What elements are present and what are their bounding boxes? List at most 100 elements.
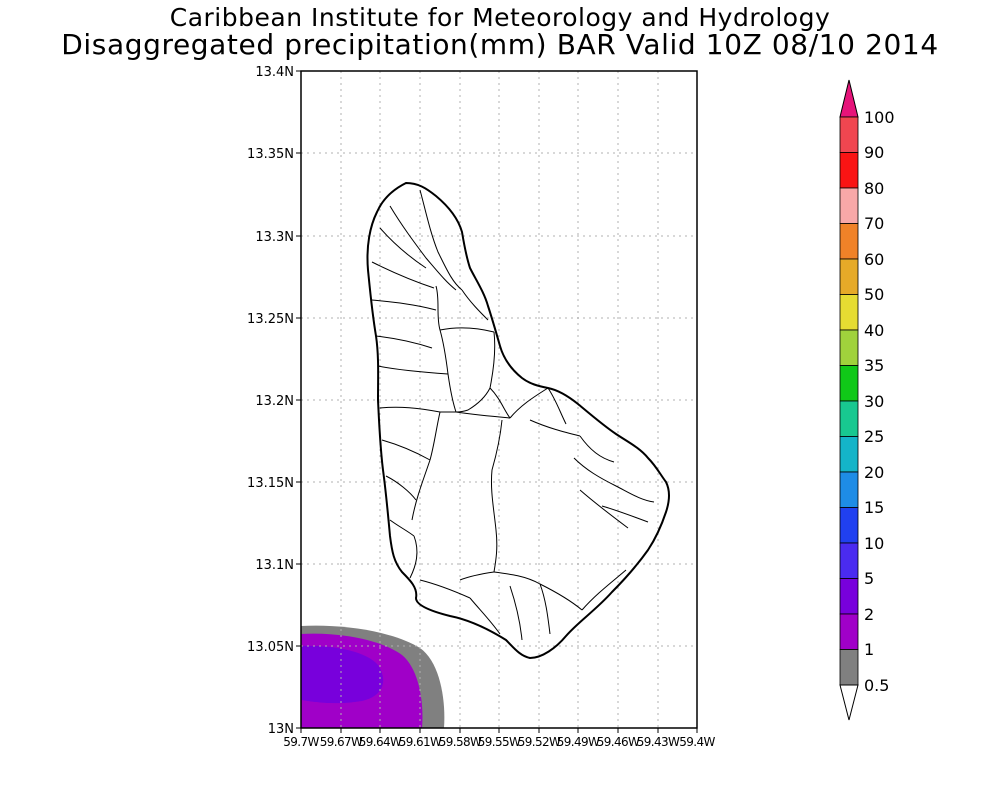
colorbar-segment — [839, 471, 859, 508]
colorbar: 100 90 80 70 60 50 40 35 30 25 20 15 10 … — [839, 79, 895, 721]
lat-label: 13.3N — [255, 230, 294, 245]
watershed-line — [439, 327, 495, 333]
colorbar-segment — [839, 365, 859, 402]
colorbar-segment — [839, 116, 859, 153]
watershed-line — [547, 387, 567, 425]
lon-label: 59.55W — [478, 735, 521, 749]
lon-label: 59.43W — [637, 735, 680, 749]
watershed-line — [419, 189, 463, 291]
colorbar-label: 90 — [864, 143, 884, 162]
watershed-line — [581, 569, 627, 611]
colorbar-segment — [839, 542, 859, 579]
lat-label: 13.1N — [255, 558, 294, 573]
watershed-line — [573, 457, 655, 503]
watershed-line — [375, 335, 433, 349]
colorbar-label: 20 — [864, 463, 884, 482]
colorbar-label: 100 — [864, 108, 895, 127]
watershed-line — [489, 387, 511, 419]
watershed-line — [379, 227, 427, 269]
watershed-line — [601, 505, 649, 523]
island-map — [366, 181, 670, 660]
watershed-line — [455, 331, 496, 413]
colorbar-segment — [839, 187, 859, 224]
watershed-line — [385, 475, 417, 501]
colorbar-segment — [839, 507, 859, 544]
title-line-2: Disaggregated precipitation(mm) BAR Vali… — [61, 28, 939, 61]
colorbar-label: 80 — [864, 179, 884, 198]
lon-labels: 59.7W 59.67W 59.64W 59.61W 59.58W 59.55W… — [283, 735, 716, 749]
colorbar-label: 2 — [864, 605, 874, 624]
lon-label: 59.46W — [597, 735, 640, 749]
watershed-line — [529, 419, 581, 437]
colorbar-segment — [839, 436, 859, 473]
colorbar-top-arrow — [839, 79, 859, 118]
colorbar-label: 1 — [864, 640, 874, 659]
colorbar-label: 10 — [864, 534, 884, 553]
watershed-line — [389, 205, 457, 291]
colorbar-segment — [839, 258, 859, 295]
watershed-line — [509, 387, 549, 419]
title-line-1: Caribbean Institute for Meteorology and … — [169, 3, 831, 32]
watershed-line — [491, 419, 503, 573]
precipitation-field — [301, 625, 445, 728]
lon-label: 59.67W — [320, 735, 363, 749]
watershed-line — [429, 411, 441, 461]
colorbar-segments — [839, 116, 859, 686]
colorbar-label: 0.5 — [864, 676, 889, 695]
watershed-line — [389, 519, 415, 537]
colorbar-segment — [839, 613, 859, 650]
watershed-line — [459, 571, 495, 581]
lon-label: 59.49W — [557, 735, 600, 749]
colorbar-labels: 100 90 80 70 60 50 40 35 30 25 20 15 10 … — [864, 108, 895, 695]
watershed-line — [381, 439, 431, 461]
lat-label: 13.25N — [247, 312, 294, 327]
watershed-line — [371, 299, 437, 311]
lon-label: 59.64W — [359, 735, 402, 749]
precip-contour-2mm — [301, 645, 384, 704]
lat-label: 13N — [268, 722, 294, 737]
watershed-line — [461, 289, 489, 321]
colorbar-bottom-arrow — [839, 684, 859, 721]
colorbar-label: 70 — [864, 214, 884, 233]
watershed-line — [379, 406, 456, 413]
colorbar-segment — [839, 578, 859, 615]
island-coastline — [366, 181, 670, 660]
colorbar-label: 35 — [864, 356, 884, 375]
colorbar-label: 50 — [864, 285, 884, 304]
colorbar-label: 5 — [864, 569, 874, 588]
watershed-line — [469, 597, 501, 635]
watershed-line — [447, 373, 457, 413]
colorbar-segment — [839, 649, 859, 686]
lat-labels: 13.4N 13.35N 13.3N 13.25N 13.2N 13.15N 1… — [247, 65, 294, 737]
watershed-line — [411, 459, 431, 521]
lat-label: 13.05N — [247, 640, 294, 655]
lon-label: 59.52W — [518, 735, 561, 749]
lon-tick-marks — [300, 728, 698, 733]
watershed-line — [579, 435, 615, 463]
colorbar-segment — [839, 294, 859, 331]
watershed-line — [493, 571, 583, 611]
lat-label: 13.15N — [247, 476, 294, 491]
lat-label: 13.2N — [255, 394, 294, 409]
colorbar-segment — [839, 223, 859, 260]
precip-contour-edge — [301, 700, 362, 714]
colorbar-label: 15 — [864, 498, 884, 517]
lon-label: 59.4W — [679, 735, 715, 749]
watershed-line — [409, 535, 418, 579]
lat-label: 13.35N — [247, 147, 294, 162]
lat-label: 13.4N — [255, 65, 294, 80]
lon-label: 59.61W — [399, 735, 442, 749]
lon-label: 59.58W — [439, 735, 482, 749]
watershed-line — [419, 579, 471, 599]
colorbar-label: 30 — [864, 392, 884, 411]
lat-tick-marks — [296, 70, 301, 729]
watershed-line — [509, 585, 523, 641]
colorbar-label: 60 — [864, 250, 884, 269]
colorbar-segment — [839, 152, 859, 189]
colorbar-segment — [839, 329, 859, 366]
colorbar-segment — [839, 400, 859, 437]
colorbar-label: 40 — [864, 321, 884, 340]
watershed-line — [579, 489, 629, 529]
lon-label: 59.7W — [283, 735, 319, 749]
